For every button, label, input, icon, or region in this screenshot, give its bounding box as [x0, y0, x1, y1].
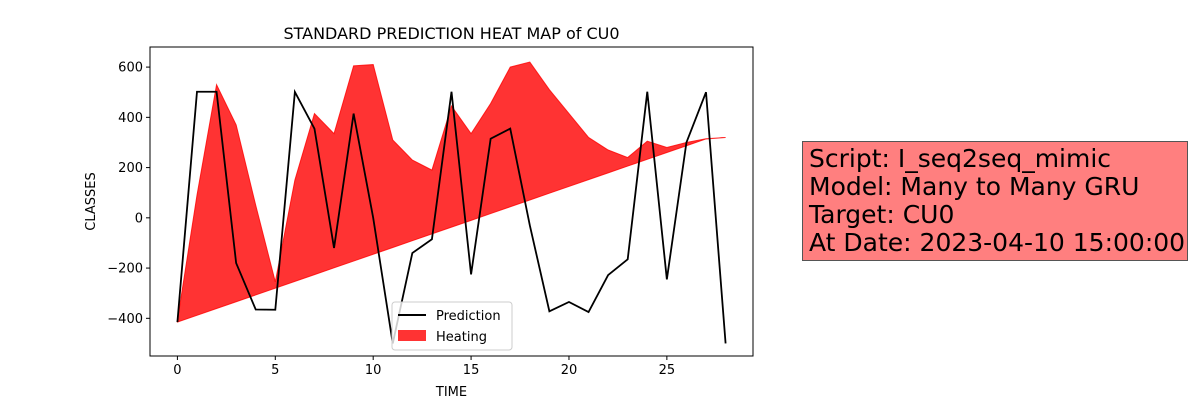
- legend-heating-label: Heating: [436, 330, 487, 345]
- info-script: Script: I_seq2seq_mimic: [809, 144, 1112, 173]
- x-tick-label: 25: [659, 363, 676, 378]
- legend-heating-swatch: [398, 330, 426, 341]
- info-date: At Date: 2023-04-10 15:00:00: [809, 228, 1186, 257]
- info-model: Model: Many to Many GRU: [809, 172, 1140, 201]
- x-ticks: 0 5 10 15 20 25: [173, 356, 675, 378]
- y-ticks: −400 −200 0 200 400 600: [107, 61, 150, 327]
- y-tick-label: 200: [118, 161, 143, 176]
- prediction-line: [176, 88, 727, 344]
- legend-prediction-label: Prediction: [436, 309, 501, 324]
- x-tick-label: 15: [463, 363, 480, 378]
- heating-area: [176, 61, 726, 323]
- chart-title: STANDARD PREDICTION HEAT MAP of CU0: [283, 24, 619, 43]
- x-tick-label: 0: [173, 363, 181, 378]
- y-tick-label: 400: [118, 111, 143, 126]
- x-tick-label: 20: [561, 363, 578, 378]
- y-tick-label: −200: [107, 262, 143, 277]
- legend: Prediction Heating: [391, 301, 513, 351]
- info-target: Target: CU0: [809, 200, 955, 229]
- y-tick-label: 0: [135, 211, 143, 226]
- x-tick-label: 10: [365, 363, 382, 378]
- x-tick-label: 5: [271, 363, 279, 378]
- prediction-line-layer: [176, 88, 727, 344]
- y-tick-label: 600: [118, 61, 143, 76]
- plot-frame: [149, 46, 754, 357]
- y-tick-label: −400: [107, 312, 143, 327]
- x-axis-label: TIME: [435, 385, 467, 400]
- heating-area-layer: [176, 61, 726, 323]
- y-axis-label: CLASSES: [84, 172, 99, 230]
- info-box: Script: I_seq2seq_mimic Model: Many to M…: [802, 141, 1188, 261]
- chart: 0 5 10 15 20 25 −400 −200 0 200 400 600 STANDARD P…: [84, 24, 754, 400]
